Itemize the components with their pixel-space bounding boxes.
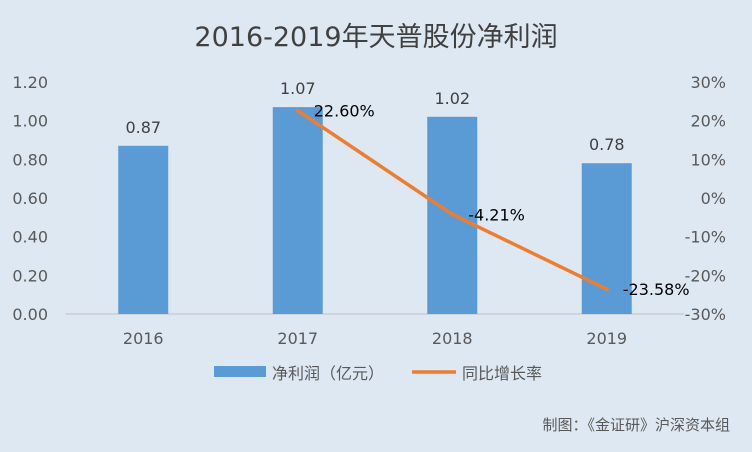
growth-rate-data-label: 22.60% [314, 102, 375, 121]
y-right-tick-label: 0% [701, 189, 726, 208]
bar-2016 [118, 145, 169, 314]
y-right-tick-label: -10% [685, 228, 726, 247]
bar-data-label: 1.02 [434, 89, 470, 108]
plot-area: 0.00 0.20 0.40 0.60 0.80 1.00 1.20 30% 20% 10% 0% -… [12, 73, 726, 348]
legend-swatch-bar [214, 366, 266, 377]
growth-rate-point-2019 [604, 287, 609, 292]
growth-rate-point-2017 [295, 108, 300, 113]
y-left-tick-label: 1.00 [12, 112, 48, 131]
legend-label-net-profit: 净利润（亿元） [272, 364, 384, 383]
y-left-tick-label: 1.20 [12, 73, 48, 92]
x-tick-label: 2017 [277, 329, 318, 348]
x-tick-label: 2016 [123, 329, 164, 348]
bar-2017 [272, 107, 323, 314]
y-right-tick-label: -20% [685, 266, 726, 285]
growth-rate-data-label: -23.58% [623, 280, 690, 299]
bar-data-label: 1.07 [280, 79, 316, 98]
y-right-tick-label: 10% [690, 150, 726, 169]
y-right-tick-label: 20% [690, 112, 726, 131]
chart-title: 2016-2019年天普股份净利润 [194, 22, 557, 53]
growth-rate-data-label: -4.21% [468, 205, 525, 224]
x-tick-label: 2018 [432, 329, 473, 348]
y-left-tick-label: 0.40 [12, 228, 48, 247]
legend-label-growth-rate: 同比增长率 [462, 364, 542, 383]
y-right-tick-label: -30% [685, 305, 726, 324]
bar-data-label: 0.87 [125, 118, 161, 137]
y-right-tick-label: 30% [690, 73, 726, 92]
y-left-tick-label: 0.20 [12, 266, 48, 285]
chart-legend: 净利润（亿元） 同比增长率 [214, 364, 542, 383]
y-left-tick-label: 0.60 [12, 189, 48, 208]
bar-data-label: 0.78 [589, 135, 625, 154]
growth-rate-point-2018 [450, 212, 455, 217]
x-tick-label: 2019 [586, 329, 627, 348]
y-left-tick-label: 0.00 [12, 305, 48, 324]
y-left-tick-label: 0.80 [12, 150, 48, 169]
source-note: 制图：《金证研》沪深资本组 [542, 416, 730, 434]
